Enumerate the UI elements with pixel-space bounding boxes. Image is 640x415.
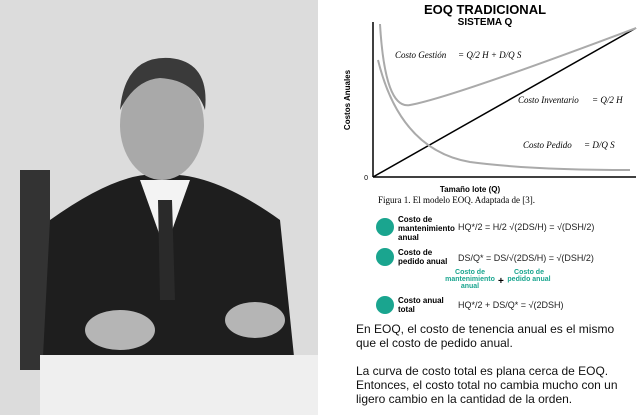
curve-formula: = D/Q S [584, 140, 615, 150]
face [120, 70, 204, 180]
subtitle: SISTEMA Q [457, 17, 513, 28]
photo-drawing [0, 0, 318, 415]
curve-name: Costo Pedido [523, 140, 572, 150]
row-formula: HQ*/2 = H/2 √(2DS/H) = √(DSH/2) [458, 222, 595, 232]
eoq-chart: Costos Anuales 0 Costo Gestión = Q/2 H +… [343, 22, 637, 194]
row-icon [376, 218, 394, 236]
row-label: Costo de mantenimiento anual [398, 215, 455, 242]
row-label: Costo de pedido anual [398, 248, 448, 266]
hair [120, 57, 206, 110]
row-icon [376, 296, 394, 314]
hand-left [85, 310, 155, 350]
row-formula: DS/Q* = DS/√(2DS/H) = √(DSH/2) [458, 253, 594, 263]
paragraph: En EOQ, el costo de tenencia anual es el… [356, 322, 615, 350]
row-formula: HQ*/2 + DS/Q* = √(2DSH) [458, 300, 564, 310]
tie [158, 200, 175, 300]
title: EOQ TRADICIONAL [423, 2, 547, 17]
sum-note-right: Costo de pedido anual [507, 269, 551, 283]
portrait-photo [0, 0, 318, 415]
sum-note-left: Costo de mantenimiento anual [445, 269, 495, 290]
inventory-cost-line [372, 27, 637, 178]
figure-caption: Figura 1. El modelo EOQ. Adaptada de [3]… [378, 195, 535, 205]
sum-note-op: + [498, 276, 504, 287]
order-cost-curve [377, 59, 631, 171]
y-axis-label: Costos Anuales [343, 69, 352, 130]
row-icon [376, 248, 394, 266]
desk-papers [40, 355, 318, 415]
origin-label: 0 [364, 175, 368, 182]
curve-formula: = Q/2 H + D/Q S [458, 50, 522, 60]
curve-name: Costo Inventario [518, 95, 579, 105]
hand-right [225, 302, 285, 338]
curve-name: Costo Gestión [395, 50, 447, 60]
total-cost-curve [379, 23, 637, 107]
paragraph: La curva de costo total es plana cerca d… [356, 364, 618, 406]
curve-formula: = Q/2 H [592, 95, 623, 105]
x-axis-label: Tamaño lote (Q) [440, 185, 501, 194]
row-label: Costo anual total [398, 296, 444, 314]
